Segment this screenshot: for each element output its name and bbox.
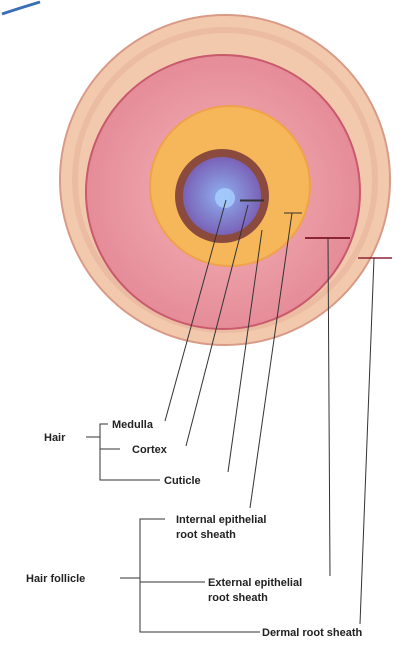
hair-follicle-diagram: Hair Medulla Cortex Cuticle Hair follicl… (0, 0, 405, 643)
corner-arc (2, 2, 40, 14)
medulla-label: Medulla (112, 419, 154, 431)
cortex-label: Cortex (132, 444, 168, 456)
hair-label: Hair (44, 432, 66, 444)
hair-follicle-label: Hair follicle (26, 573, 85, 585)
cuticle-label: Cuticle (164, 475, 201, 487)
dermal-sheath-label: Dermal root sheath (262, 627, 363, 639)
